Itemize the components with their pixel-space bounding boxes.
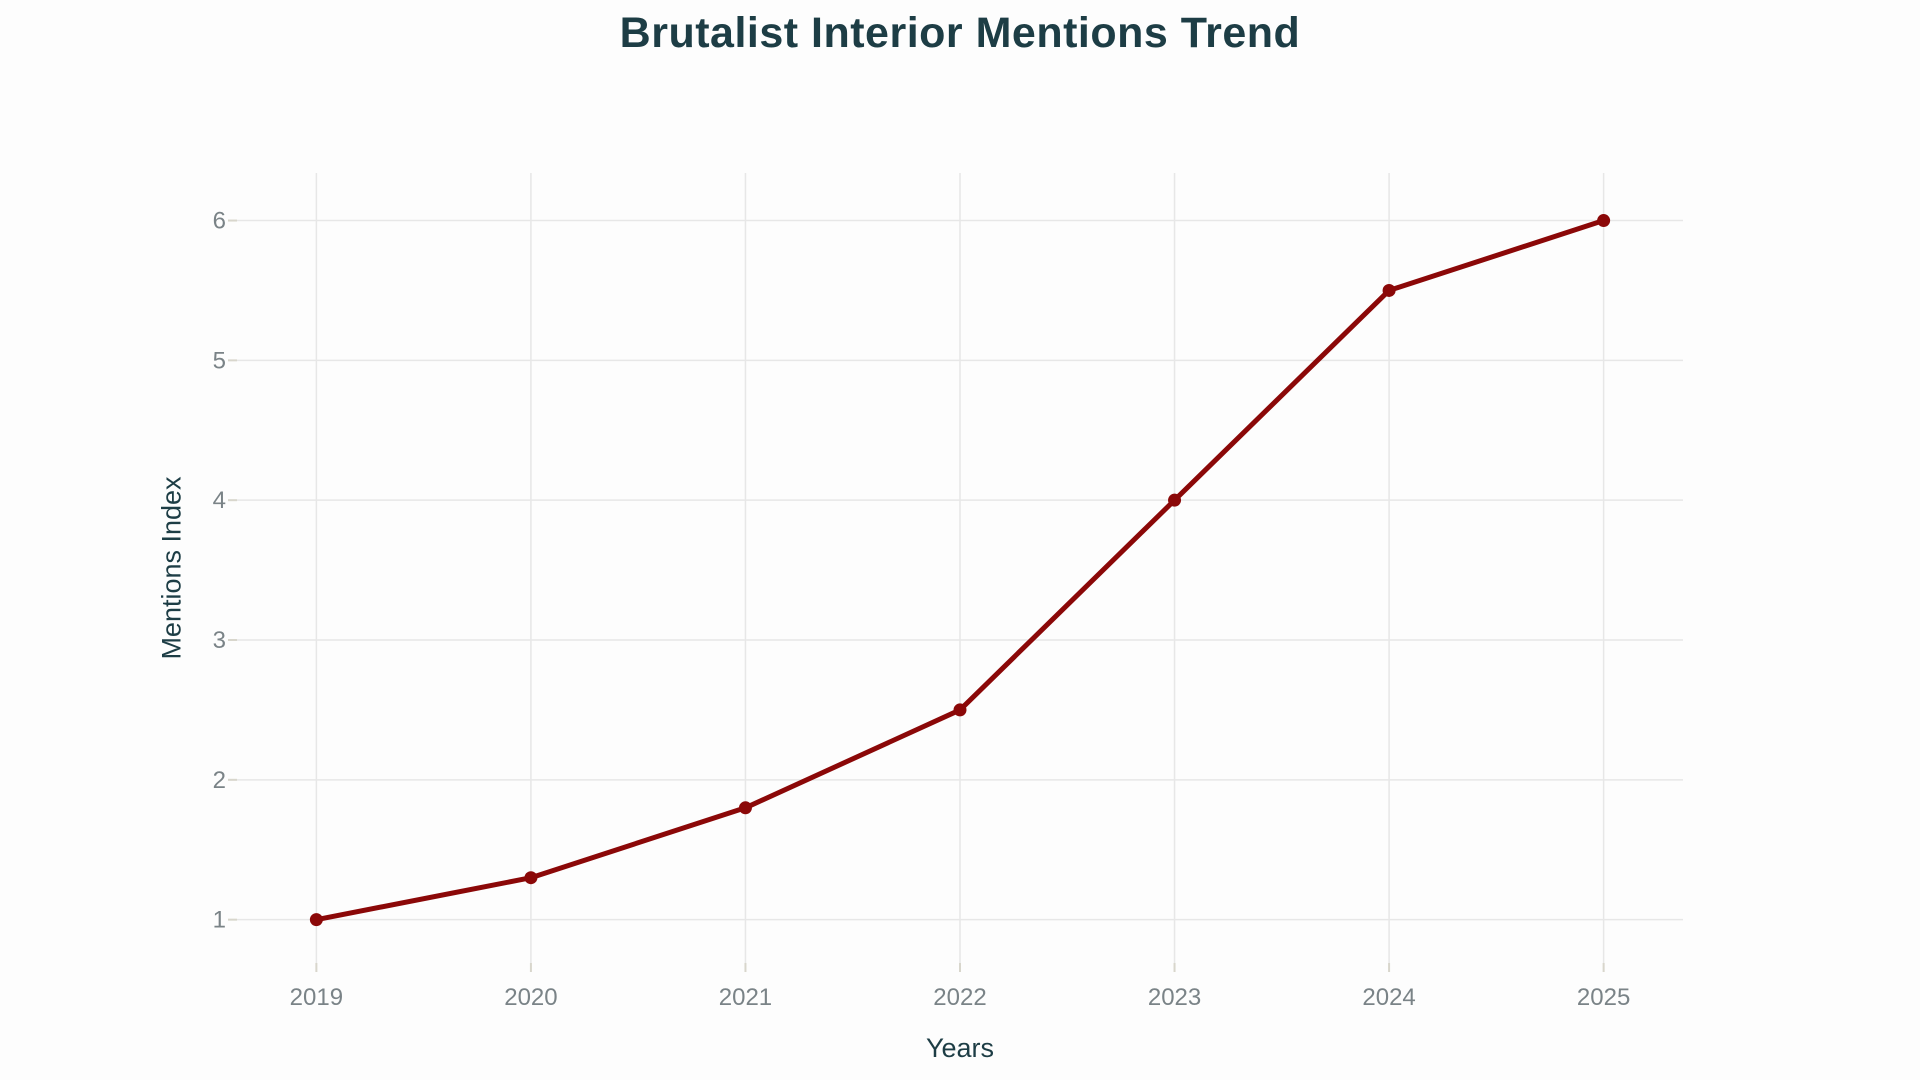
data-point-2025[interactable] [1597, 214, 1611, 228]
y-axis-title: Mentions Index [156, 476, 187, 660]
y-tick-label-6: 6 [213, 208, 226, 235]
y-tick-label-1: 1 [213, 907, 226, 934]
data-point-2024[interactable] [1382, 283, 1396, 297]
data-point-2019[interactable] [309, 913, 323, 927]
data-point-2021[interactable] [738, 801, 752, 815]
y-tick-label-4: 4 [213, 487, 226, 514]
x-tick-label-2025: 2025 [1577, 984, 1630, 1011]
x-tick-label-2022: 2022 [933, 984, 986, 1011]
x-tick-label-2024: 2024 [1362, 984, 1415, 1011]
y-tick-label-3: 3 [213, 627, 226, 654]
data-point-2022[interactable] [953, 703, 967, 717]
y-tick-label-5: 5 [213, 347, 226, 374]
x-tick-label-2021: 2021 [719, 984, 772, 1011]
data-point-2023[interactable] [1168, 493, 1182, 507]
x-axis-title: Years [925, 1033, 995, 1063]
x-tick-label-2023: 2023 [1148, 984, 1201, 1011]
x-tick-label-2020: 2020 [504, 984, 557, 1011]
chart-title: Brutalist Interior Mentions Trend [619, 9, 1301, 57]
y-tick-label-2: 2 [213, 767, 226, 794]
x-tick-label-2019: 2019 [290, 984, 343, 1011]
data-point-2020[interactable] [524, 871, 538, 885]
